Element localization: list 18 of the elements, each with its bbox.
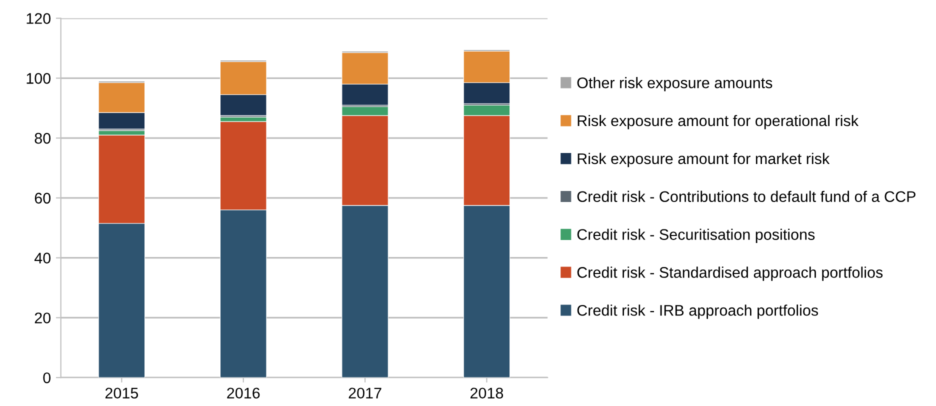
legend-label: Credit risk - Standardised approach portfolios bbox=[577, 266, 883, 281]
x-tick-label: 2018 bbox=[470, 388, 504, 399]
y-tick-label: 100 bbox=[26, 73, 51, 84]
y-tick-label: 40 bbox=[34, 252, 51, 264]
x-tick-label: 2015 bbox=[105, 388, 138, 399]
y-tick-label: 120 bbox=[26, 13, 51, 24]
legend-label: Credit risk - Securitisation positions bbox=[577, 228, 815, 243]
legend-label: Other risk exposure amounts bbox=[577, 77, 772, 92]
y-tick-label: 0 bbox=[43, 372, 51, 384]
x-tick-label: 2016 bbox=[227, 388, 260, 399]
y-tick-label: 60 bbox=[34, 192, 51, 204]
legend-label: Risk exposure amount for market risk bbox=[578, 152, 830, 168]
y-tick-label: 20 bbox=[34, 312, 51, 324]
y-tick-label: 80 bbox=[34, 132, 51, 144]
x-tick-label: 2017 bbox=[348, 388, 382, 399]
legend-label: Risk exposure amount for operational risk bbox=[578, 114, 859, 130]
legend-label: Credit risk - Contributions to default fund of a CCP bbox=[577, 190, 916, 202]
legend-label: Credit risk - IRB approach portfolios bbox=[577, 304, 818, 319]
